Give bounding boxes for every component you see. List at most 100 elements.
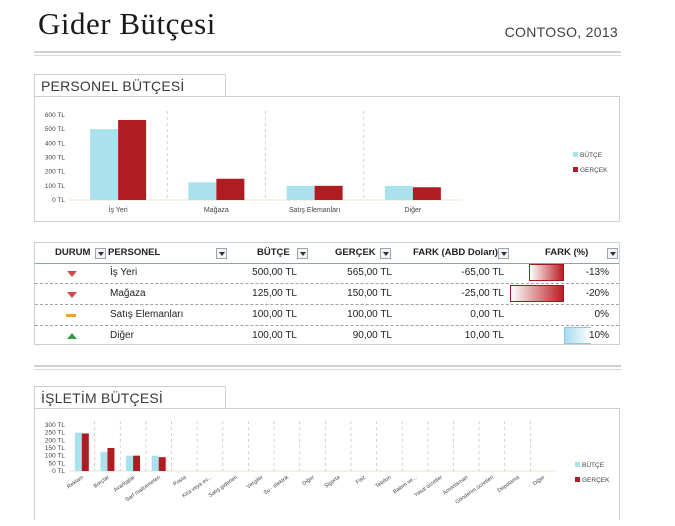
fark-pct-databar — [528, 264, 564, 281]
personnel-table[interactable]: DURUM PERSONEL BÜTÇE GERÇEK FARK (ABD Do… — [34, 242, 620, 345]
filter-dropdown-butce[interactable] — [297, 248, 308, 259]
bar-bütçe — [384, 185, 413, 200]
col-gercek: GERÇEK — [335, 247, 376, 258]
filter-dropdown-fark[interactable] — [498, 248, 509, 259]
bar-gerçek — [216, 178, 245, 200]
cell-fark: 10,00 TL — [464, 330, 504, 341]
cell-personel: Satış Elemanları — [110, 309, 184, 320]
cell-butce: 500,00 TL — [252, 267, 297, 278]
legend-label: BÜTÇE — [580, 151, 603, 159]
title-rule-thin — [34, 55, 621, 56]
table-row[interactable]: Mağaza 125,00 TL 150,00 TL -25,00 TL -20… — [35, 284, 619, 305]
bar-gerçek — [133, 455, 141, 471]
cell-gercek: 565,00 TL — [347, 267, 392, 278]
cell-butce: 100,00 TL — [252, 309, 297, 320]
section-rule — [34, 365, 621, 367]
company-year: CONTOSO, 2013 — [504, 24, 618, 40]
section-divider — [226, 408, 620, 409]
x-tick-label: Reklam — [66, 474, 85, 490]
cell-personel: Diğer — [110, 330, 134, 341]
x-tick-label: Yasal ücretler — [413, 475, 444, 499]
bar-bütçe — [151, 455, 159, 471]
x-tick-label: Sigorta — [324, 474, 342, 489]
x-tick-label: Faiz — [355, 475, 367, 486]
y-tick-label: 400 TL — [45, 140, 66, 147]
cell-gercek: 100,00 TL — [347, 309, 392, 320]
cell-gercek: 150,00 TL — [347, 288, 392, 299]
col-fark: FARK (ABD Doları) — [413, 247, 498, 258]
y-tick-label: 0 TL — [52, 468, 65, 475]
bar-gerçek — [158, 457, 166, 471]
status-flat-icon — [66, 314, 76, 317]
bar-bütçe — [188, 182, 217, 200]
cell-fark-pct: -20% — [585, 288, 609, 299]
filter-dropdown-gercek[interactable] — [380, 248, 391, 259]
personnel-chart: 600 TL 500 TL 400 TL 300 TL 200 TL 100 TL 0 TL… — [45, 111, 608, 214]
col-butce: BÜTÇE — [257, 247, 290, 258]
bar-gerçek — [118, 119, 147, 200]
x-tick-label: Vergiler — [246, 475, 265, 491]
x-tick-label: Diğer — [301, 475, 315, 488]
y-tick-label: 100 TL — [45, 453, 66, 460]
table-row[interactable]: Satış Elemanları 100,00 TL 100,00 TL 0,0… — [35, 305, 619, 326]
y-tick-label: 200 TL — [45, 437, 66, 444]
operating-section-tab: İŞLETİM BÜTÇESİ — [34, 386, 226, 408]
operating-chart-panel[interactable]: 300 TL 250 TL 200 TL 150 TL 100 TL 50 TL 0 TL R… — [34, 408, 620, 520]
y-tick-label: 500 TL — [45, 126, 66, 133]
legend-label: GERÇEK — [582, 477, 610, 484]
bar-gerçek — [81, 433, 89, 471]
x-tick-label: Satış giderleri — [208, 475, 239, 499]
legend-swatch — [575, 462, 580, 467]
col-fark-pct: FARK (%) — [545, 247, 589, 258]
x-tick-label: Borçlar — [93, 475, 111, 490]
filter-dropdown-fark-pct[interactable] — [607, 248, 618, 259]
cell-fark-pct: 0% — [594, 309, 609, 320]
table-row[interactable]: İş Yeri 500,00 TL 565,00 TL -65,00 TL -1… — [35, 263, 619, 284]
cell-fark-pct: 10% — [588, 330, 609, 341]
legend-swatch — [573, 152, 578, 157]
legend-swatch — [575, 477, 580, 482]
fark-pct-databar — [510, 285, 564, 302]
cell-butce: 125,00 TL — [252, 288, 297, 299]
cell-personel: Mağaza — [110, 288, 146, 299]
status-up-icon — [67, 333, 77, 339]
x-tick-label: İş Yeri — [109, 205, 129, 214]
y-tick-label: 0 TL — [52, 197, 65, 204]
personnel-chart-panel[interactable]: 600 TL 500 TL 400 TL 300 TL 200 TL 100 TL 0 TL… — [34, 96, 620, 222]
filter-dropdown-personel[interactable] — [216, 248, 227, 259]
bar-bütçe — [100, 451, 108, 471]
cell-fark: -25,00 TL — [461, 288, 504, 299]
x-tick-label: Diğer — [532, 475, 546, 488]
personnel-section-tab: PERSONEL BÜTÇESİ — [34, 74, 226, 96]
legend-label: BÜTÇE — [582, 461, 605, 469]
bar-gerçek — [412, 187, 441, 200]
x-tick-label: Avantajlar — [113, 475, 137, 494]
cell-fark-pct: -13% — [585, 267, 609, 278]
bar-bütçe — [286, 185, 315, 200]
y-tick-label: 300 TL — [45, 422, 66, 429]
x-tick-label: Telefon — [375, 475, 393, 490]
bar-gerçek — [314, 185, 343, 200]
page-title: Gider Bütçesi — [38, 6, 216, 41]
y-tick-label: 200 TL — [45, 169, 66, 176]
title-rule — [34, 51, 621, 53]
y-tick-label: 600 TL — [45, 112, 66, 119]
filter-dropdown-durum[interactable] — [95, 248, 106, 259]
x-tick-label: Posta — [173, 474, 189, 488]
x-tick-label: Mağaza — [204, 207, 229, 214]
y-tick-label: 150 TL — [45, 445, 66, 452]
cell-fark: -65,00 TL — [461, 267, 504, 278]
cell-personel: İş Yeri — [110, 267, 138, 278]
status-down-icon — [67, 271, 77, 277]
y-tick-label: 250 TL — [45, 430, 66, 437]
legend-swatch — [573, 167, 578, 172]
y-tick-label: 100 TL — [45, 183, 66, 190]
cell-fark: 0,00 TL — [470, 309, 504, 320]
table-row[interactable]: Diğer 100,00 TL 90,00 TL 10,00 TL 10% — [35, 326, 619, 346]
table-header: DURUM PERSONEL BÜTÇE GERÇEK FARK (ABD Do… — [35, 243, 619, 264]
status-down-icon — [67, 292, 77, 298]
y-tick-label: 50 TL — [48, 460, 65, 467]
x-tick-label: Satış Elemanları — [289, 207, 340, 214]
x-tick-label: Depolama — [497, 474, 522, 494]
y-tick-label: 300 TL — [45, 155, 66, 162]
